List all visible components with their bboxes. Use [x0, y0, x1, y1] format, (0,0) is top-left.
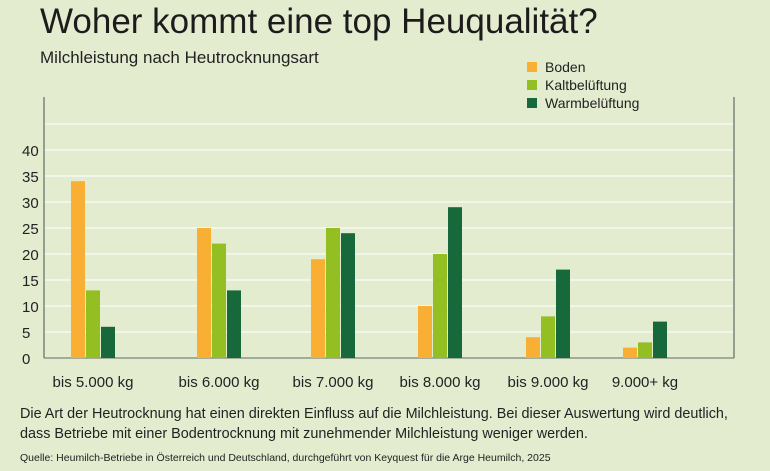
bar-kaltbel-ftung [326, 228, 340, 358]
y-tick-label: 30 [22, 195, 39, 212]
bar-boden [526, 337, 540, 358]
y-tick-label: 10 [22, 299, 39, 316]
axes [43, 97, 735, 359]
bars [71, 181, 667, 358]
chart-title: Woher kommt eine top Heuqualität? [40, 2, 598, 41]
legend-label: Kaltbelüftung [545, 77, 627, 93]
bar-kaltbel-ftung [212, 243, 226, 358]
gridlines [44, 123, 734, 333]
bar-chart: 0 5 10 15 20 25 30 35 40 bis 5.000 kg bis 6.000 kg… [22, 59, 735, 391]
x-tick-label: bis 7.000 kg [293, 374, 374, 391]
bar-boden [197, 228, 211, 358]
legend-swatch [527, 80, 537, 90]
legend-label: Boden [545, 59, 585, 75]
y-tick-label: 20 [22, 247, 39, 264]
chart-subtitle: Milchleistung nach Heutrocknungsart [40, 48, 319, 67]
bar-kaltbel-ftung [433, 254, 447, 358]
legend-label: Warmbelüftung [545, 95, 639, 111]
bar-warmbel-ftung [227, 290, 241, 358]
y-tick-label: 0 [22, 351, 30, 368]
y-axis-labels: 0 5 10 15 20 25 30 35 40 [22, 143, 39, 368]
bar-boden [623, 347, 637, 358]
bar-warmbel-ftung [653, 321, 667, 358]
chart-description: Die Art der Heutrocknung hat einen direk… [20, 406, 728, 442]
legend-swatch [527, 98, 537, 108]
bar-kaltbel-ftung [86, 290, 100, 358]
source-note: Quelle: Heumilch-Betriebe in Österreich … [20, 452, 551, 464]
y-tick-label: 5 [22, 325, 30, 342]
y-tick-label: 15 [22, 273, 39, 290]
x-tick-label: bis 5.000 kg [53, 374, 134, 391]
bar-boden [71, 181, 85, 358]
bar-warmbel-ftung [101, 326, 115, 358]
x-tick-label: 9.000+ kg [612, 374, 678, 391]
bar-warmbel-ftung [556, 269, 570, 358]
bar-kaltbel-ftung [638, 342, 652, 358]
y-tick-label: 25 [22, 221, 39, 238]
x-axis-labels: bis 5.000 kg bis 6.000 kg bis 7.000 kg bis … [53, 374, 679, 391]
x-tick-label: bis 8.000 kg [400, 374, 481, 391]
x-tick-label: bis 6.000 kg [179, 374, 260, 391]
legend-swatch [527, 62, 537, 72]
bar-boden [418, 306, 432, 358]
x-tick-label: bis 9.000 kg [508, 374, 589, 391]
y-tick-label: 40 [22, 143, 39, 160]
bar-warmbel-ftung [448, 207, 462, 358]
y-tick-label: 35 [22, 169, 39, 186]
legend: Boden Kaltbelüftung Warmbelüftung [527, 59, 639, 111]
bar-boden [311, 259, 325, 358]
bar-warmbel-ftung [341, 233, 355, 358]
bar-kaltbel-ftung [541, 316, 555, 358]
